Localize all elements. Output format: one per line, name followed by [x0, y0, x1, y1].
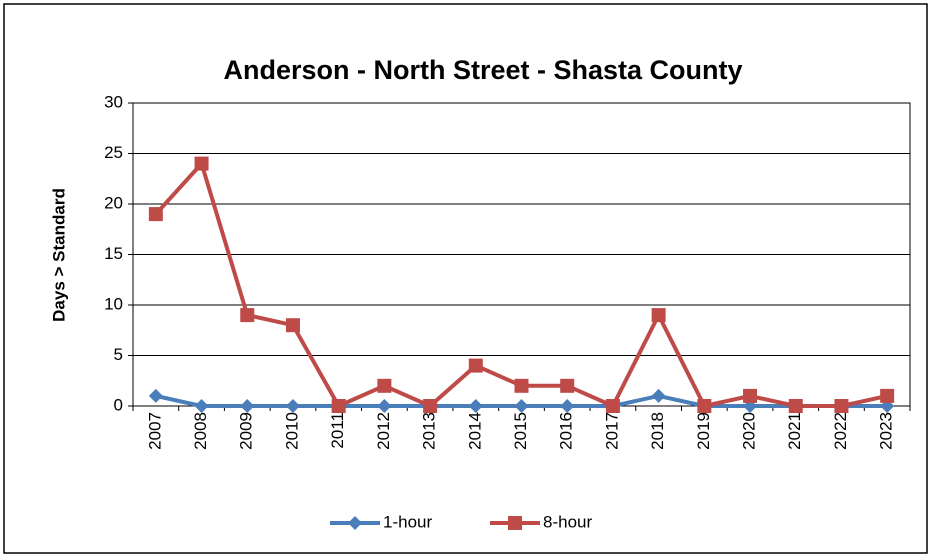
- marker: [240, 399, 255, 413]
- marker: [468, 358, 483, 373]
- x-tick-label: 2020: [740, 412, 759, 450]
- x-tick-label: 2016: [557, 412, 576, 450]
- x-tick-label: 2022: [831, 412, 850, 450]
- y-tick-label: 0: [114, 395, 123, 414]
- marker: [560, 399, 575, 413]
- legend-marker: [508, 516, 522, 530]
- x-tick-label: 2007: [145, 412, 164, 450]
- y-tick-label: 10: [104, 294, 123, 313]
- chart-title: Anderson - North Street - Shasta County: [223, 55, 742, 85]
- x-tick-label: 2011: [328, 412, 347, 449]
- marker: [834, 399, 849, 413]
- marker: [788, 399, 803, 413]
- x-tick-label: 2015: [511, 412, 530, 450]
- x-tick-label: 2018: [648, 412, 667, 450]
- legend-marker: [348, 516, 362, 530]
- marker: [743, 388, 758, 403]
- marker: [605, 399, 620, 413]
- y-tick-label: 25: [104, 143, 123, 162]
- y-tick-label: 5: [114, 345, 123, 364]
- marker: [240, 308, 255, 323]
- marker: [331, 399, 346, 413]
- x-tick-label: 2021: [785, 412, 804, 450]
- x-tick-label: 2023: [877, 412, 896, 450]
- x-tick-label: 2010: [282, 412, 301, 450]
- legend-label: 1-hour: [383, 512, 432, 531]
- marker: [560, 378, 575, 393]
- marker: [697, 399, 712, 413]
- marker: [651, 308, 666, 323]
- x-tick-label: 2008: [191, 412, 210, 450]
- marker: [651, 388, 666, 403]
- x-tick-label: 2013: [420, 412, 439, 450]
- y-axis-title: Days > Standard: [49, 188, 68, 322]
- marker: [194, 399, 209, 413]
- x-tick-label: 2009: [237, 412, 256, 450]
- y-tick-label: 20: [104, 193, 123, 212]
- x-tick-label: 2017: [602, 412, 621, 450]
- x-tick-label: 2019: [694, 412, 713, 450]
- marker: [285, 399, 300, 413]
- marker: [514, 399, 529, 413]
- y-tick-label: 30: [104, 92, 123, 111]
- marker: [194, 156, 209, 171]
- marker: [285, 318, 300, 333]
- marker: [468, 399, 483, 413]
- x-tick-label: 2012: [374, 412, 393, 450]
- legend-label: 8-hour: [543, 512, 592, 531]
- marker: [377, 378, 392, 393]
- marker: [377, 399, 392, 413]
- marker: [148, 207, 163, 222]
- marker: [148, 388, 163, 403]
- marker: [514, 378, 529, 393]
- marker: [880, 388, 895, 403]
- x-tick-label: 2014: [465, 412, 484, 450]
- y-tick-label: 15: [104, 244, 123, 263]
- marker: [423, 399, 438, 413]
